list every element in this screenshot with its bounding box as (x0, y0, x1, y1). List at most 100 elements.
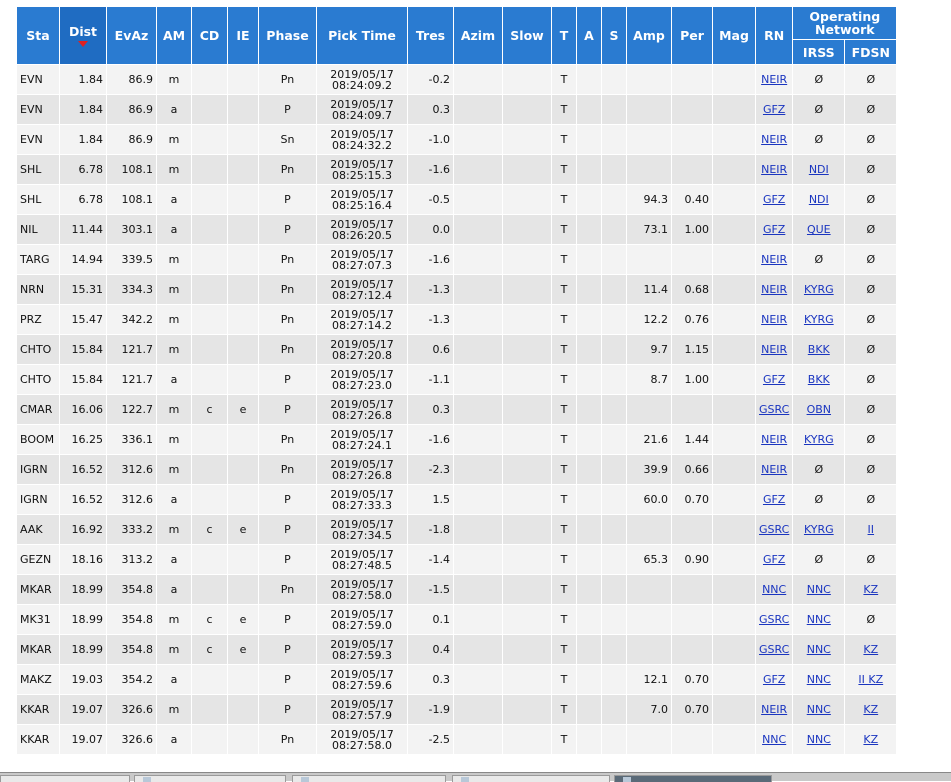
header-t[interactable]: T (552, 7, 576, 64)
irss-link[interactable]: NDI (808, 163, 829, 176)
cell-azim (454, 695, 502, 724)
cell-amp: 7.0 (627, 695, 671, 724)
cell-pick-time: 2019/05/17 08:27:14.2 (317, 305, 407, 334)
cell-pick-time: 2019/05/17 08:27:48.5 (317, 545, 407, 574)
header-pick-time[interactable]: Pick Time (317, 7, 407, 64)
table-row: TARG 14.94 339.5 m Pn 2019/05/17 08:27:07.3 -1.… (17, 245, 897, 274)
taskbar-button[interactable] (134, 775, 286, 782)
cell-dist: 18.99 (60, 575, 106, 604)
rn-link[interactable]: GFZ (762, 193, 786, 206)
rn-link[interactable]: NEIR (761, 73, 788, 86)
cell-amp: 12.2 (627, 305, 671, 334)
cell-rn: NNC (756, 575, 793, 604)
fdsn-link[interactable]: KZ (863, 583, 879, 596)
cell-slow (503, 185, 551, 214)
cell-per: 1.00 (672, 365, 712, 394)
header-sta[interactable]: Sta (17, 7, 59, 64)
irss-link[interactable]: NNC (806, 673, 831, 686)
irss-link[interactable]: NNC (806, 613, 831, 626)
rn-link[interactable]: NEIR (761, 433, 788, 446)
irss-link[interactable]: OBN (806, 403, 832, 416)
taskbar-button[interactable] (0, 775, 130, 782)
cell-tres: -1.9 (408, 695, 453, 724)
taskbar-button[interactable] (292, 775, 446, 782)
taskbar-button-active[interactable] (614, 775, 772, 782)
rn-link[interactable]: NEIR (761, 313, 788, 326)
fdsn-link[interactable]: KZ (863, 703, 879, 716)
rn-link[interactable]: GFZ (762, 493, 786, 506)
cell-evaz: 108.1 (107, 155, 156, 184)
rn-link[interactable]: GFZ (762, 103, 786, 116)
header-a[interactable]: A (577, 7, 601, 64)
rn-link[interactable]: GFZ (762, 673, 786, 686)
header-cd[interactable]: CD (192, 7, 227, 64)
irss-link[interactable]: BKK (807, 343, 830, 356)
table-row: MKAR 18.99 354.8 m c e P 2019/05/17 08:27:59.3 0.… (17, 635, 897, 664)
irss-link[interactable]: KYRG (803, 283, 834, 296)
cell-evaz: 354.8 (107, 635, 156, 664)
rn-link[interactable]: NNC (762, 583, 787, 596)
cell-ie (228, 95, 258, 124)
rn-link[interactable]: NEIR (761, 343, 788, 356)
rn-link[interactable]: NEIR (761, 703, 788, 716)
cell-dist: 16.25 (60, 425, 106, 454)
irss-link[interactable]: NNC (806, 703, 831, 716)
taskbar-button[interactable] (452, 775, 610, 782)
rn-link[interactable]: GSRC (759, 403, 790, 416)
header-irss[interactable]: IRSS (793, 40, 845, 64)
header-s[interactable]: S (602, 7, 626, 64)
fdsn-link[interactable]: KZ (863, 643, 879, 656)
rn-link[interactable]: GSRC (759, 613, 790, 626)
rn-link[interactable]: NEIR (761, 163, 788, 176)
rn-link[interactable]: GSRC (759, 643, 790, 656)
fdsn-link[interactable]: KZ (863, 733, 879, 746)
rn-link[interactable]: GFZ (762, 373, 786, 386)
header-rn[interactable]: RN (756, 7, 793, 64)
rn-link[interactable]: NEIR (761, 133, 788, 146)
header-evaz[interactable]: EvAz (107, 7, 156, 64)
rn-link[interactable]: NEIR (761, 463, 788, 476)
header-mag[interactable]: Mag (713, 7, 755, 64)
header-fdsn[interactable]: FDSN (845, 40, 897, 64)
pick-date: 2019/05/17 (330, 637, 394, 651)
fdsn-link[interactable]: II (867, 523, 875, 536)
pick-time: 08:27:59.3 (332, 648, 392, 662)
rn-link[interactable]: GSRC (759, 523, 790, 536)
rn-link[interactable]: GFZ (762, 223, 786, 236)
cell-amp: 39.9 (627, 455, 671, 484)
cell-tres: 0.3 (408, 395, 453, 424)
rn-link[interactable]: NEIR (761, 253, 788, 266)
rn-link[interactable]: GFZ (762, 553, 786, 566)
irss-link[interactable]: QUE (806, 223, 831, 236)
header-azim[interactable]: Azim (454, 7, 502, 64)
header-tres[interactable]: Tres (408, 7, 453, 64)
header-amp[interactable]: Amp (627, 7, 671, 64)
cell-dist: 19.03 (60, 665, 106, 694)
cell-per (672, 725, 712, 754)
cell-fdsn: Ø (845, 485, 897, 514)
irss-link[interactable]: KYRG (803, 433, 834, 446)
cell-phase: P (259, 395, 316, 424)
fdsn-link[interactable]: II KZ (858, 673, 884, 686)
pick-date: 2019/05/17 (330, 367, 394, 381)
cell-a (577, 365, 601, 394)
cell-phase: P (259, 185, 316, 214)
header-phase[interactable]: Phase (259, 7, 316, 64)
header-am[interactable]: AM (157, 7, 191, 64)
irss-link[interactable]: NNC (806, 733, 831, 746)
rn-link[interactable]: NEIR (761, 283, 788, 296)
header-ie[interactable]: IE (228, 7, 258, 64)
header-evaz-label: EvAz (114, 28, 149, 43)
irss-link[interactable]: NNC (806, 583, 831, 596)
irss-link[interactable]: NNC (806, 643, 831, 656)
header-slow[interactable]: Slow (503, 7, 551, 64)
cell-ie (228, 305, 258, 334)
rn-link[interactable]: NNC (762, 733, 787, 746)
header-per[interactable]: Per (672, 7, 712, 64)
irss-link[interactable]: BKK (807, 373, 830, 386)
irss-link[interactable]: KYRG (803, 313, 834, 326)
header-dist[interactable]: Dist (60, 7, 106, 64)
irss-link[interactable]: NDI (808, 193, 829, 206)
table-row: IGRN 16.52 312.6 a P 2019/05/17 08:27:33.3 1.5 T… (17, 485, 897, 514)
irss-link[interactable]: KYRG (803, 523, 834, 536)
